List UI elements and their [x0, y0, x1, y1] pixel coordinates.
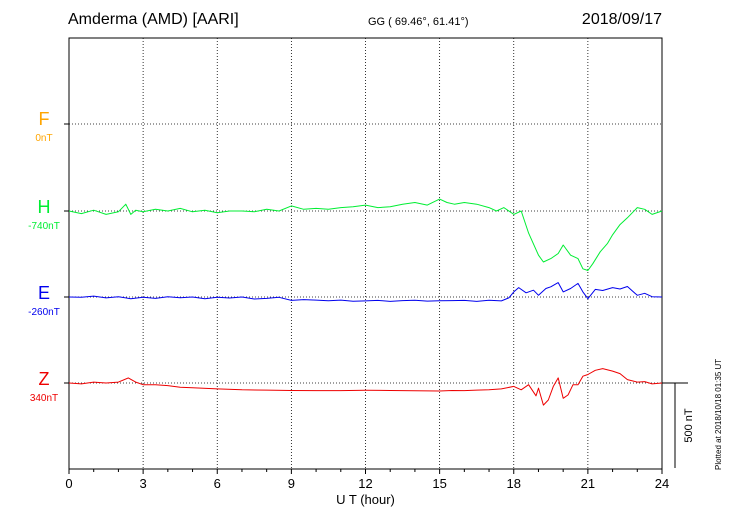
series-line-h [68, 198, 663, 271]
x-tick-label: 21 [581, 476, 595, 491]
x-tick-label: 3 [140, 476, 147, 491]
baseline-label-e: -260nT [28, 307, 60, 318]
series-label-f: F [39, 109, 50, 129]
series-line-z [68, 368, 663, 406]
x-tick-label: 6 [214, 476, 221, 491]
x-tick-label: 18 [507, 476, 521, 491]
x-tick-label: 12 [358, 476, 372, 491]
plotted-timestamp: Plotted at 2018/10/18 01:35 UT [714, 358, 723, 470]
baseline-label-z: 340nT [30, 393, 58, 404]
station-title: Amderma (AMD) [AARI] [68, 11, 239, 28]
series-label-z: Z [39, 369, 50, 389]
coordinates-label: GG ( 69.46°, 61.41°) [368, 16, 469, 28]
scale-bar-label: 500 nT [683, 408, 695, 443]
series-label-h: H [38, 197, 51, 217]
x-axis-label: U T (hour) [336, 492, 395, 507]
x-tick-label: 0 [65, 476, 72, 491]
x-tick-label: 15 [432, 476, 446, 491]
baseline-label-f: 0nT [35, 133, 52, 144]
baseline-label-h: -740nT [28, 221, 60, 232]
date-label: 2018/09/17 [581, 11, 662, 28]
x-tick-label: 24 [655, 476, 669, 491]
series-label-e: E [38, 283, 50, 303]
x-tick-label: 9 [288, 476, 295, 491]
series-line-e [68, 282, 663, 302]
